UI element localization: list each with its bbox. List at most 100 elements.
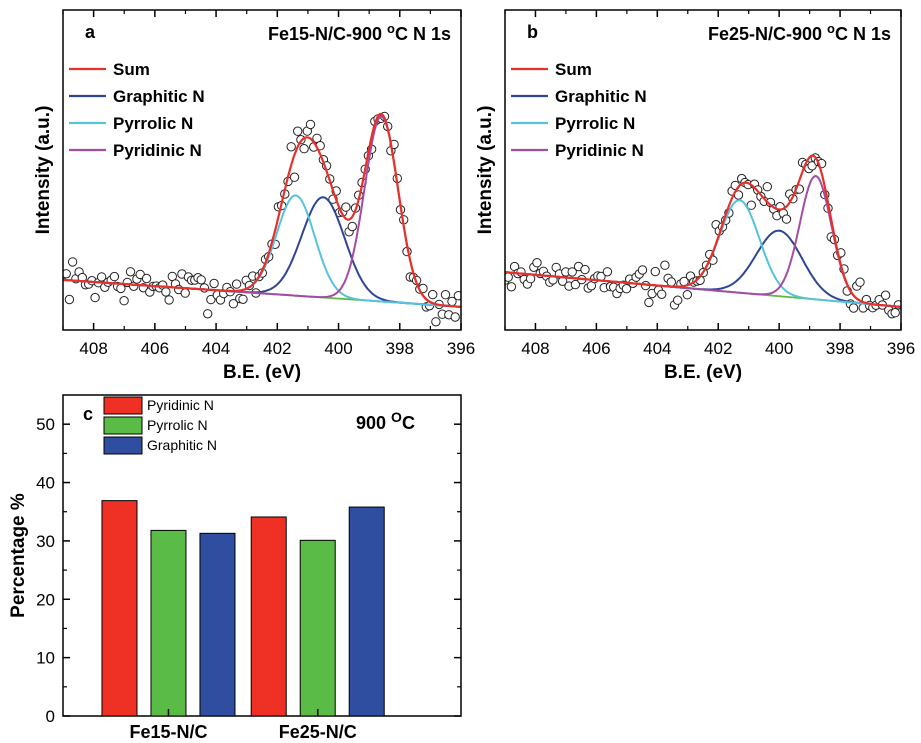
data-point [206, 294, 216, 305]
x-tick-label: 406 [582, 339, 610, 358]
x-tick-label: 400 [324, 339, 352, 358]
data-point [203, 309, 213, 319]
data-point [299, 144, 309, 154]
y-tick-label: 10 [36, 649, 55, 668]
data-point [209, 278, 219, 289]
bar-pyrrolic-n [150, 529, 187, 717]
y-tick-label: 20 [36, 590, 55, 609]
data-point [64, 294, 75, 305]
annotation-part: C [402, 413, 415, 433]
bar-pyridinic-n [250, 516, 287, 717]
legend-swatch [103, 436, 143, 455]
legend-label: Pyrrolic N [147, 417, 208, 433]
data-point [305, 119, 316, 130]
x-tick-label: 404 [202, 339, 230, 358]
x-tick-label: 398 [826, 339, 854, 358]
data-point [657, 289, 667, 299]
data-point [238, 294, 248, 304]
title-part: Fe15-N/C-900 [268, 24, 387, 44]
data-point [453, 291, 461, 301]
legend-label: Graphitic N [555, 87, 647, 106]
curve-sum [505, 154, 901, 308]
plot-area [63, 111, 461, 327]
data-point [450, 312, 460, 322]
temperature-annotation: 900 OC [356, 409, 415, 433]
panel-label: b [527, 22, 538, 42]
legend-label: Sum [113, 60, 150, 79]
data-point [231, 279, 242, 289]
data-point [164, 295, 174, 305]
x-axis-label: B.E. (eV) [664, 362, 742, 383]
curve-sum [63, 112, 461, 308]
x-tick-label: 406 [141, 339, 169, 358]
data-point [96, 272, 107, 282]
data-point [286, 142, 296, 152]
title-part: o [387, 21, 395, 36]
data-point [289, 172, 300, 182]
x-tick-label: 398 [386, 339, 414, 358]
legend-label: Sum [555, 60, 592, 79]
data-point [660, 260, 670, 270]
legend-label: Pyridinic N [555, 141, 644, 160]
data-point [762, 182, 772, 192]
x-tick-label: 396 [447, 339, 475, 358]
data-point [141, 273, 152, 284]
y-axis-label: Percentage % [8, 493, 29, 618]
title-part: Fe25-N/C-900 [708, 24, 827, 44]
data-point [63, 269, 71, 279]
data-point [855, 277, 865, 287]
title-part: C N 1s [395, 24, 451, 44]
bar-pyrrolic-n [299, 539, 336, 717]
data-point [621, 284, 632, 294]
data-point [119, 296, 129, 306]
data-point [567, 267, 577, 277]
legend-label: Graphitic N [113, 87, 205, 106]
data-point [880, 290, 891, 300]
x-tick-label: 396 [887, 339, 915, 358]
panel-label: a [85, 22, 96, 42]
data-point [781, 214, 792, 224]
data-point [109, 271, 120, 282]
data-point [848, 303, 859, 313]
data-point [602, 267, 613, 277]
data-point [746, 200, 756, 210]
data-point [644, 297, 654, 308]
data-point [666, 277, 676, 287]
data-point [228, 299, 239, 309]
annotation-part: O [391, 409, 402, 425]
data-point [650, 266, 660, 277]
plot-area [505, 153, 901, 319]
legend-label: Pyrrolic N [113, 114, 193, 133]
title-part: C N 1s [835, 24, 891, 44]
data-point [580, 264, 590, 275]
data-point [67, 257, 78, 267]
y-tick-label: 40 [36, 474, 55, 493]
legend-label: Pyridinic N [147, 397, 214, 413]
x-axis-label: B.E. (eV) [223, 362, 301, 383]
plot-frame [504, 9, 902, 331]
bar-pyridinic-n [101, 500, 138, 717]
panel-label: c [83, 404, 93, 424]
y-tick-label: 30 [36, 532, 55, 551]
title-part: o [827, 21, 835, 36]
data-point [161, 287, 171, 297]
y-axis-label: Intensity (a.u.) [475, 106, 496, 235]
x-tick-label: Fe25-N/C [279, 722, 357, 742]
legend-swatch [103, 396, 143, 415]
x-tick-label: Fe15-N/C [129, 722, 207, 742]
xps-panel-a: 408 406 404 402 400 398 396 B.E. (eV) Intensity … [33, 9, 475, 383]
y-tick-label: 0 [46, 707, 55, 726]
x-tick-label: 408 [521, 339, 549, 358]
data-point [293, 126, 303, 136]
data-point [440, 290, 451, 300]
bar-graphitic-n [348, 506, 385, 717]
data-point [428, 289, 438, 300]
data-point [431, 317, 441, 327]
x-tick-label: 402 [704, 339, 732, 358]
data-point [532, 258, 542, 268]
legend-swatch [103, 416, 143, 435]
panel-title: Fe25-N/C-900 oC N 1s [708, 21, 891, 44]
y-tick-label: 50 [36, 415, 55, 434]
data-point [673, 295, 683, 305]
